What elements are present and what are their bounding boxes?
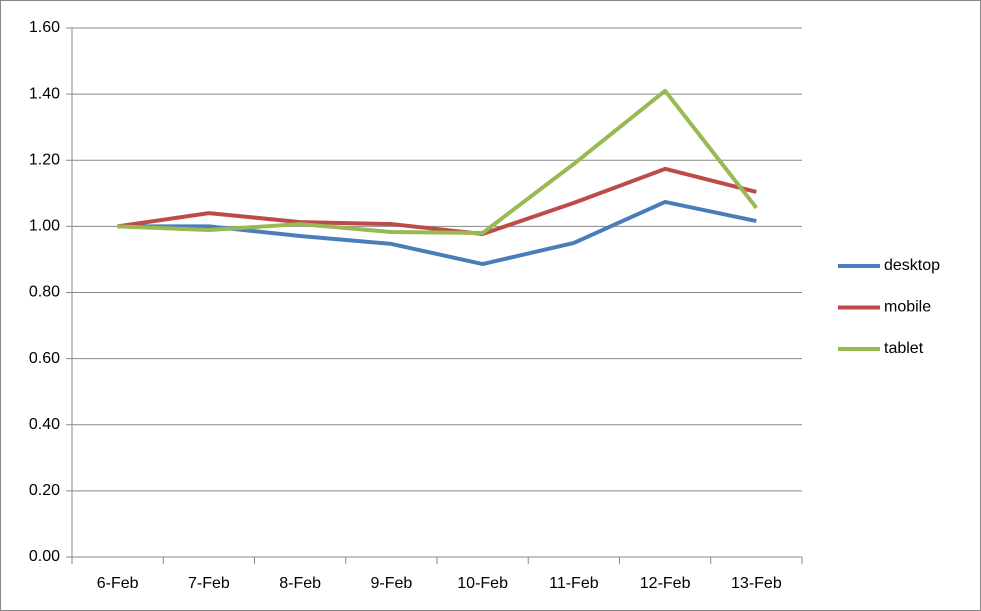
y-tick-label: 1.00 <box>29 218 60 235</box>
y-tick-label: 1.40 <box>29 85 60 102</box>
x-tick-label: 6-Feb <box>97 575 139 592</box>
series-line <box>117 166 757 236</box>
x-tick-label: 12-Feb <box>640 575 691 592</box>
x-tick-label: 8-Feb <box>279 575 321 592</box>
y-tick-label: 0.80 <box>29 284 60 301</box>
x-tick-label: 9-Feb <box>370 575 412 592</box>
y-tick-label: 0.60 <box>29 350 60 367</box>
series-line <box>117 88 758 235</box>
x-tick-label: 10-Feb <box>457 575 508 592</box>
y-tick-label: 1.60 <box>29 19 60 36</box>
y-tick-label: 0.20 <box>29 482 60 499</box>
y-tick-label: 1.20 <box>29 151 60 168</box>
x-tick-label: 11-Feb <box>549 575 599 592</box>
y-tick-label: 0.00 <box>29 548 60 565</box>
legend-label: mobile <box>884 299 931 316</box>
x-tick-label: 7-Feb <box>188 575 230 592</box>
legend-label: desktop <box>884 257 940 274</box>
x-tick-label: 13-Feb <box>731 575 782 592</box>
legend-label: tablet <box>884 340 924 357</box>
y-tick-label: 0.40 <box>29 416 60 433</box>
